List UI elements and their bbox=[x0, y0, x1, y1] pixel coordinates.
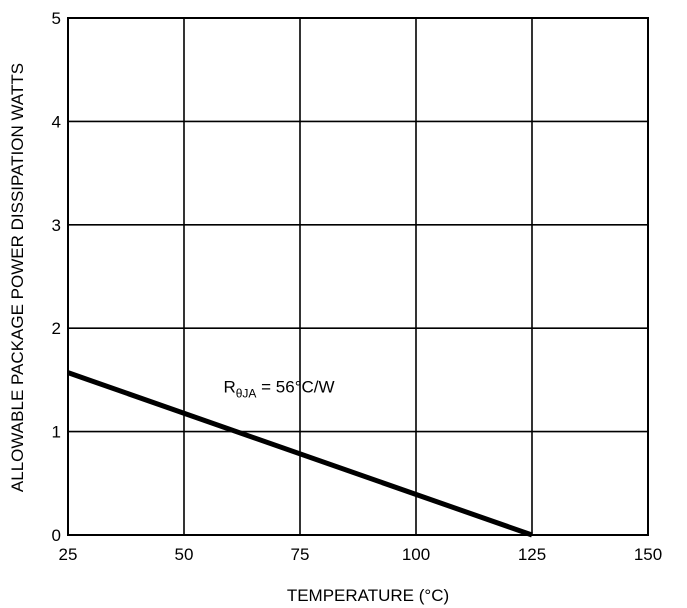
y-tick-label: 5 bbox=[52, 9, 61, 28]
x-axis-label: TEMPERATURE (°C) bbox=[287, 586, 449, 605]
series-layer bbox=[67, 370, 533, 538]
y-axis-label: ALLOWABLE PACKAGE POWER DISSIPATION WATT… bbox=[8, 63, 27, 492]
y-tick-label: 4 bbox=[52, 112, 61, 131]
x-tick-label: 150 bbox=[634, 545, 662, 564]
series-line bbox=[67, 370, 533, 538]
annotation-main: R bbox=[223, 377, 235, 396]
x-tick-label: 25 bbox=[59, 545, 78, 564]
grid bbox=[67, 17, 649, 536]
x-tick-label: 125 bbox=[518, 545, 546, 564]
y-tick-labels: 0 1 2 3 4 5 bbox=[52, 9, 61, 545]
y-tick-label: 1 bbox=[52, 423, 61, 442]
plot-frame bbox=[67, 17, 649, 536]
y-tick-label: 2 bbox=[52, 319, 61, 338]
x-tick-label: 100 bbox=[402, 545, 430, 564]
rtheta-annotation: RθJA = 56°C/W bbox=[223, 377, 334, 400]
annotation-value: = 56°C/W bbox=[256, 377, 334, 396]
annotation-subscript: θJA bbox=[236, 386, 257, 400]
x-tick-label: 75 bbox=[291, 545, 310, 564]
y-tick-label: 0 bbox=[52, 526, 61, 545]
y-tick-label: 3 bbox=[52, 216, 61, 235]
x-tick-labels: 25 50 75 100 125 150 bbox=[59, 545, 663, 564]
x-tick-label: 50 bbox=[175, 545, 194, 564]
